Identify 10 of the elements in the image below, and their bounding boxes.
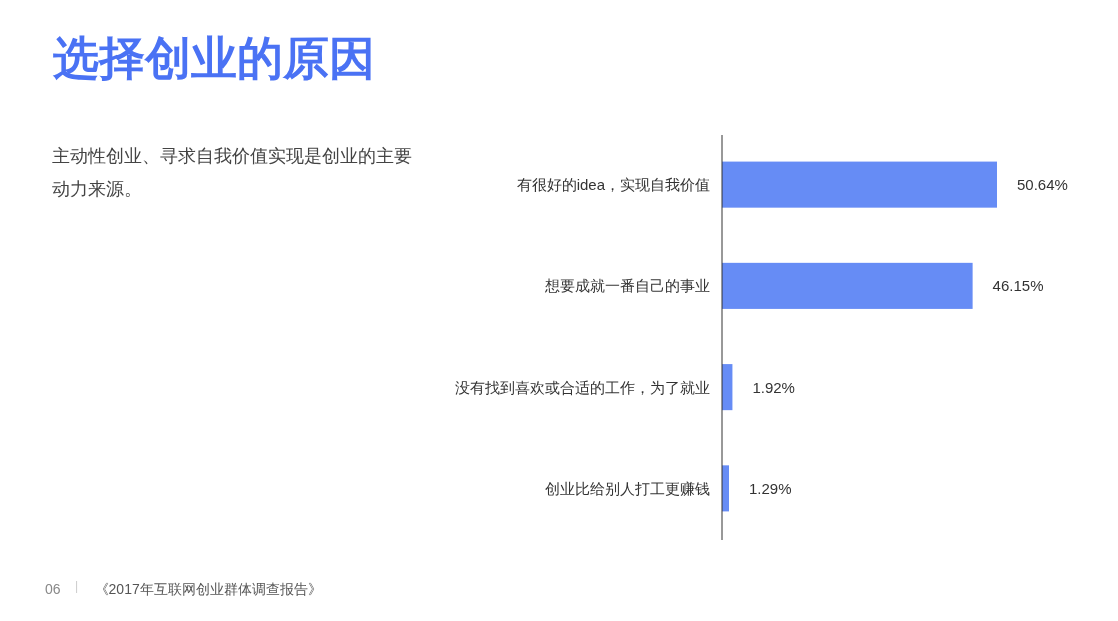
- data-label: 46.15%: [992, 277, 1044, 295]
- data-label: 1.29%: [749, 479, 792, 497]
- data-label: 50.64%: [1017, 176, 1068, 194]
- subtitle: 主动性创业、寻求自我价值实现是创业的主要动力来源。: [52, 145, 413, 201]
- y-tick-label: 想要成就一番自己的事业: [544, 277, 710, 295]
- y-tick-label: 创业比给别人打工更赚钱: [545, 479, 710, 497]
- title: 选择创业的原因: [53, 31, 375, 86]
- y-tick-label: 没有找到喜欢或合适的工作，为了就业: [455, 378, 710, 396]
- y-tick-label: 有很好的idea，实现自我价值: [516, 176, 710, 194]
- data-label: 1.92%: [752, 378, 795, 396]
